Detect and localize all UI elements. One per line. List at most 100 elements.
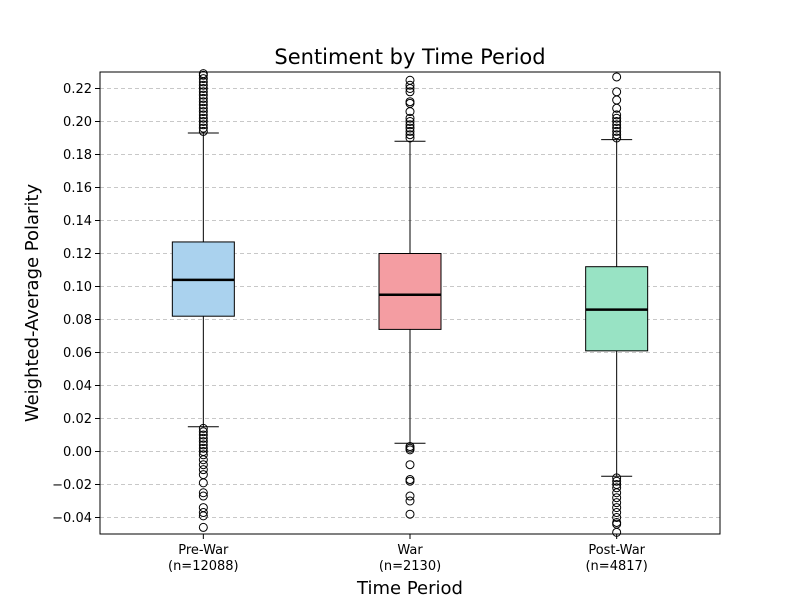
outlier-point xyxy=(612,87,622,97)
outlier-point xyxy=(612,117,622,126)
x-tick-label: Post-War xyxy=(588,543,645,558)
outlier-point xyxy=(198,97,208,107)
outlier-point xyxy=(198,522,208,532)
outlier-point xyxy=(405,117,415,126)
outlier-point xyxy=(198,126,208,136)
outlier-point xyxy=(198,84,208,93)
outlier-point xyxy=(405,509,415,519)
outlier-point xyxy=(405,123,415,133)
outlier-point xyxy=(612,473,622,483)
outlier-point xyxy=(612,123,622,133)
outlier-point xyxy=(198,100,208,110)
outlier-point xyxy=(405,133,415,143)
outlier-point xyxy=(198,74,208,84)
y-tick-label: 0.12 xyxy=(63,247,92,262)
outlier-point xyxy=(198,423,208,433)
outlier-point xyxy=(198,107,208,117)
outlier-point xyxy=(198,117,208,126)
box-group xyxy=(378,75,442,519)
y-tick-label: 0.20 xyxy=(63,115,92,130)
outlier-point xyxy=(612,498,622,508)
outlier-point xyxy=(405,491,415,501)
outlier-point xyxy=(198,433,208,443)
y-tick-label: 0.08 xyxy=(63,313,92,328)
outlier-point xyxy=(612,503,622,513)
y-axis: −0.04 −0.02 0.00 0.02 0.04 0.06 0.08 0.10 0.12 0.… xyxy=(52,82,100,526)
y-tick-label: 0.04 xyxy=(63,379,92,394)
outlier-point xyxy=(198,80,208,90)
y-tick-label: 0.00 xyxy=(63,445,92,460)
outlier-point xyxy=(198,491,208,501)
outlier-point xyxy=(198,455,208,465)
outlier-point xyxy=(612,120,622,130)
outlier-point xyxy=(198,488,208,498)
outlier-point xyxy=(612,508,622,518)
outlier-point xyxy=(198,508,208,518)
outlier-point xyxy=(198,465,208,475)
outlier-point xyxy=(612,133,622,143)
outlier-point xyxy=(405,496,415,506)
outlier-point xyxy=(198,437,208,447)
y-tick-label: 0.22 xyxy=(63,82,92,97)
outlier-point xyxy=(612,95,622,105)
y-tick-label: 0.02 xyxy=(63,412,92,427)
outlier-point xyxy=(612,113,622,123)
outlier-point xyxy=(405,476,415,486)
outlier-point xyxy=(198,90,208,100)
outlier-point xyxy=(612,476,622,486)
y-tick-label: −0.04 xyxy=(52,511,92,526)
outlier-point xyxy=(198,110,208,120)
outlier-point xyxy=(612,493,622,503)
outlier-point xyxy=(198,440,208,450)
outlier-point xyxy=(405,120,415,130)
outlier-point xyxy=(198,450,208,460)
outlier-point xyxy=(612,513,622,522)
outlier-point xyxy=(198,103,208,113)
outlier-point xyxy=(198,113,208,123)
outlier-point xyxy=(612,488,622,498)
outlier-point xyxy=(405,460,415,470)
outlier-point xyxy=(405,445,415,455)
outlier-point xyxy=(612,126,622,136)
outlier-point xyxy=(612,130,622,140)
outlier-point xyxy=(405,87,415,97)
outlier-point xyxy=(198,120,208,130)
x-tick-sample-size: (n=2130) xyxy=(379,559,441,574)
y-tick-label: 0.06 xyxy=(63,346,92,361)
outlier-point xyxy=(198,430,208,440)
y-tick-label: 0.16 xyxy=(63,181,92,196)
outlier-point xyxy=(198,478,208,488)
x-tick-sample-size: (n=12088) xyxy=(168,559,239,574)
x-axis: Pre-War(n=12088) War(n=2130) Post-War(n=48… xyxy=(168,534,648,574)
y-tick-label: −0.02 xyxy=(52,478,92,493)
y-tick-label: 0.14 xyxy=(63,214,92,229)
x-axis-label: Time Period xyxy=(356,578,463,599)
outlier-point xyxy=(405,97,415,107)
box-group xyxy=(585,72,649,537)
box-iqr xyxy=(378,253,442,330)
outlier-point xyxy=(198,69,208,79)
outlier-point xyxy=(198,470,208,480)
outlier-point xyxy=(405,126,415,136)
outlier-point xyxy=(405,130,415,140)
y-axis-label: Weighted-Average Polarity xyxy=(22,184,43,423)
box-group xyxy=(171,69,235,532)
outlier-point xyxy=(612,483,622,493)
chart-title: Sentiment by Time Period xyxy=(274,45,545,69)
box-series xyxy=(171,69,649,537)
outlier-point xyxy=(405,113,415,123)
outlier-point xyxy=(198,443,208,453)
outlier-point xyxy=(198,93,208,103)
x-tick-label: Pre-War xyxy=(178,543,229,558)
outlier-point xyxy=(198,87,208,97)
outlier-point xyxy=(612,72,622,82)
y-tick-label: 0.18 xyxy=(63,148,92,163)
outlier-point xyxy=(405,75,415,85)
x-tick-sample-size: (n=4817) xyxy=(585,559,647,574)
outlier-point xyxy=(612,110,622,120)
outlier-point xyxy=(198,511,208,521)
outlier-point xyxy=(405,80,415,90)
y-tick-label: 0.10 xyxy=(63,280,92,295)
x-tick-label: War xyxy=(397,543,423,558)
